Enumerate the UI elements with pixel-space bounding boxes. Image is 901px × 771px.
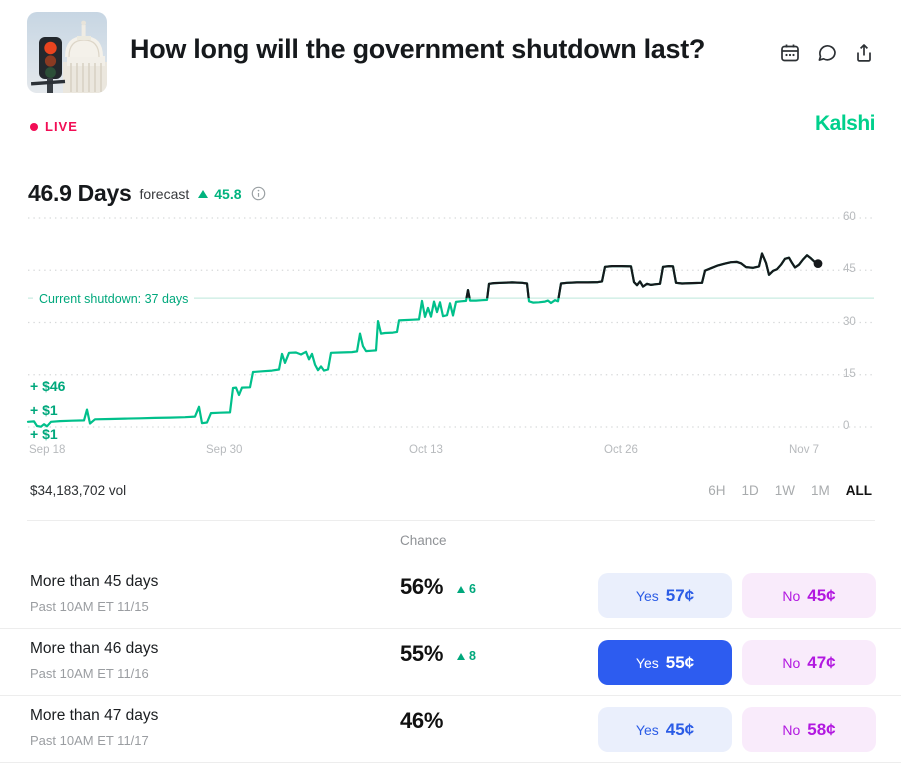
- latest-point-dot: [813, 259, 823, 268]
- range-1d[interactable]: 1D: [741, 483, 759, 498]
- market-title: More than 46 days: [30, 640, 159, 657]
- range-1w[interactable]: 1W: [774, 483, 795, 498]
- market-row: More than 46 days Past 10AM ET 11/16 55%…: [0, 629, 901, 696]
- yes-button-selected[interactable]: Yes 55¢: [598, 640, 732, 685]
- trade-annotation: + $46: [30, 378, 66, 394]
- chart-gridlines: [28, 217, 874, 428]
- comments-button[interactable]: [816, 42, 838, 64]
- x-axis-tick: Nov 7: [789, 444, 820, 456]
- forecast-line-below-threshold: [26, 252, 820, 428]
- up-arrow-icon: [457, 585, 465, 593]
- live-label: LIVE: [45, 119, 78, 134]
- threshold-label: Current shutdown: 37 days: [33, 292, 195, 306]
- range-1m[interactable]: 1M: [810, 483, 830, 498]
- market-subtitle: Past 10AM ET 11/17: [30, 733, 149, 748]
- no-button[interactable]: No 45¢: [742, 573, 876, 618]
- y-axis-tick: 45: [843, 263, 856, 276]
- calendar-icon: [781, 44, 799, 62]
- time-range-selector: 6H 1D 1W 1M ALL: [708, 483, 872, 498]
- page-title: How long will the government shutdown la…: [130, 34, 706, 64]
- up-arrow-icon: [457, 652, 465, 660]
- chance-value: 46%: [400, 708, 444, 733]
- live-dot-icon: [30, 122, 38, 131]
- market-title: More than 45 days: [30, 573, 159, 590]
- forecast-label: forecast: [139, 185, 190, 202]
- y-axis-tick: 0: [843, 420, 850, 432]
- info-icon[interactable]: [251, 186, 266, 201]
- forecast-value: 46.9 Days: [28, 180, 132, 206]
- market-row: More than 47 days Past 10AM ET 11/17 46%…: [0, 696, 901, 763]
- market-row: More than 45 days Past 10AM ET 11/15 56%…: [0, 562, 901, 629]
- yes-button[interactable]: Yes 45¢: [598, 707, 732, 752]
- trade-annotation: + $1: [30, 426, 58, 442]
- x-axis-tick: Oct 13: [409, 444, 443, 456]
- market-title: More than 47 days: [30, 707, 159, 724]
- market-subtitle: Past 10AM ET 11/16: [30, 666, 149, 681]
- forecast-change: 45.8: [214, 185, 242, 202]
- forecast-chart[interactable]: [0, 210, 901, 440]
- divider: [27, 520, 875, 521]
- y-axis-tick: 15: [843, 367, 856, 380]
- x-axis-tick: Sep 30: [206, 444, 243, 456]
- chance-column-header: Chance: [400, 533, 447, 548]
- up-arrow-icon: [198, 189, 209, 198]
- x-axis-tick: Oct 26: [604, 444, 638, 456]
- live-status: LIVE: [30, 119, 78, 134]
- chance-delta: 6: [457, 582, 476, 596]
- calendar-button[interactable]: [779, 42, 801, 64]
- range-6h[interactable]: 6H: [708, 483, 726, 498]
- forecast-line-above-threshold: [465, 252, 820, 299]
- x-axis-tick: Sep 18: [29, 444, 66, 456]
- market-thumbnail: [27, 12, 107, 93]
- chance-delta: 8: [457, 649, 476, 663]
- comment-icon: [818, 45, 836, 61]
- y-axis-tick: 60: [843, 211, 856, 223]
- no-button[interactable]: No 47¢: [742, 640, 876, 685]
- share-button[interactable]: [853, 42, 875, 64]
- trade-annotation: + $1: [30, 402, 58, 418]
- no-button[interactable]: No 58¢: [742, 707, 876, 752]
- share-icon: [857, 44, 871, 62]
- capitol-traffic-light-illustration: [27, 12, 107, 93]
- kalshi-logo: Kalshi: [814, 112, 876, 135]
- chance-value: 56%: [400, 574, 444, 599]
- chance-value: 55%: [400, 641, 444, 666]
- yes-button[interactable]: Yes 57¢: [598, 573, 732, 618]
- market-subtitle: Past 10AM ET 11/15: [30, 599, 149, 614]
- y-axis-tick: 30: [843, 315, 856, 328]
- volume-label: $34,183,702 vol: [30, 483, 127, 498]
- forecast-headline: 46.9 Days forecast 45.8: [28, 180, 266, 207]
- range-all[interactable]: ALL: [845, 483, 872, 498]
